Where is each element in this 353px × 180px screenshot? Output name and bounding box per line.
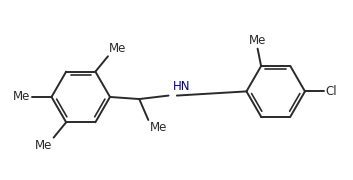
Text: Cl: Cl (326, 85, 337, 98)
Text: Me: Me (249, 34, 266, 47)
Text: Me: Me (150, 121, 167, 134)
Text: Me: Me (109, 42, 127, 55)
Text: Me: Me (13, 91, 31, 104)
Text: HN: HN (173, 80, 190, 93)
Text: Me: Me (35, 139, 52, 152)
